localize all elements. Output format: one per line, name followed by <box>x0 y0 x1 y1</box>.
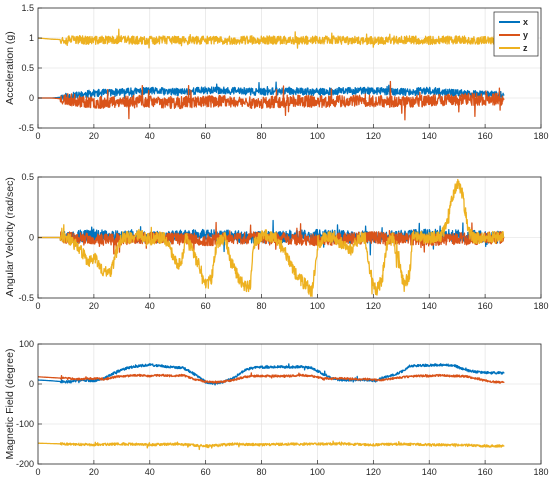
angular-velocity-x-tick-label: 20 <box>89 301 99 311</box>
acceleration-series-y <box>37 80 505 121</box>
magnetic-field-x-ticks: 0 20 40 60 80 100 120 140 160 180 <box>35 460 549 477</box>
acceleration-x-tick-label: 60 <box>201 131 211 141</box>
magnetic-field-y-axis-label: Magnetic Field (degree) <box>4 349 16 460</box>
magnetic-field-x-tick-label: 160 <box>478 467 493 477</box>
panel-angular-velocity: 0 20 40 60 80 100 120 140 160 180 -0.500.5 Angula… <box>4 172 549 311</box>
angular-velocity-y-tick-label: 0.5 <box>21 172 34 182</box>
acceleration-grid <box>38 8 541 128</box>
magnetic-field-series-x <box>37 363 505 386</box>
angular-velocity-y-ticks: -0.5 0 0.5 <box>18 172 42 303</box>
angular-velocity-x-tick-label: 160 <box>478 301 493 311</box>
angular-velocity-x-tick-label: 180 <box>533 301 548 311</box>
legend-label-x: x <box>523 17 528 27</box>
acceleration-y-tick-label: 0 <box>29 93 34 103</box>
legend: x y z <box>493 11 539 57</box>
angular-velocity-x-tick-label: 100 <box>310 301 325 311</box>
acceleration-x-tick-label: 20 <box>89 131 99 141</box>
angular-velocity-x-ticks: 0 20 40 60 80 100 120 140 160 180 <box>35 294 549 311</box>
magnetic-field-x-tick-label: 120 <box>366 467 381 477</box>
acceleration-y-tick-label: -0.5 <box>18 123 34 133</box>
magnetic-field-x-tick-label: 80 <box>257 467 267 477</box>
angular-velocity-x-tick-label: 40 <box>145 301 155 311</box>
panel-acceleration: 0 20 40 60 80 100 120 140 160 180 -0.500.511.5 Ac… <box>4 3 549 141</box>
angular-velocity-x-tick-label: 80 <box>257 301 267 311</box>
acceleration-lines <box>37 28 505 121</box>
magnetic-field-lines <box>37 363 505 451</box>
magnetic-field-x-tick-label: 20 <box>89 467 99 477</box>
acceleration-series-z <box>37 28 505 49</box>
acceleration-x-tick-label: 0 <box>35 131 40 141</box>
magnetic-field-x-tick-label: 0 <box>35 467 40 477</box>
magnetic-field-axes-box <box>37 343 542 465</box>
magnetic-field-series-z <box>37 440 505 451</box>
angular-velocity-x-tick-label: 140 <box>422 301 437 311</box>
acceleration-x-tick-label: 160 <box>478 131 493 141</box>
magnetic-field-y-tick-label: -100 <box>16 419 34 429</box>
acceleration-x-tick-label: 140 <box>422 131 437 141</box>
magnetic-field-x-tick-label: 40 <box>145 467 155 477</box>
acceleration-x-tick-label: 40 <box>145 131 155 141</box>
acceleration-y-axis-label: Acceleration (g) <box>4 31 16 105</box>
magnetic-field-x-tick-label: 140 <box>422 467 437 477</box>
magnetic-field-x-tick-label: 60 <box>201 467 211 477</box>
angular-velocity-x-tick-label: 60 <box>201 301 211 311</box>
angular-velocity-y-tick-label: -0.5 <box>18 293 34 303</box>
acceleration-y-ticks: -0.5 0 0.5 1 1.5 <box>18 3 42 133</box>
magnetic-field-series-y <box>37 372 505 385</box>
angular-velocity-x-tick-label: 0 <box>35 301 40 311</box>
angular-velocity-lines <box>37 178 505 297</box>
acceleration-x-tick-label: 80 <box>257 131 267 141</box>
acceleration-x-ticks: 0 20 40 60 80 100 120 140 160 180 <box>35 124 549 141</box>
acceleration-x-tick-label: 120 <box>366 131 381 141</box>
magnetic-field-y-tick-label: -200 <box>16 459 34 469</box>
magnetic-field-y-tick-label: 0 <box>29 379 34 389</box>
acceleration-x-tick-label: 180 <box>533 131 548 141</box>
acceleration-y-tick-label: 0.5 <box>21 63 34 73</box>
acceleration-series-x <box>37 81 505 107</box>
legend-label-y: y <box>523 30 528 40</box>
acceleration-y-tick-label: 1.5 <box>21 3 34 13</box>
legend-label-z: z <box>523 43 528 53</box>
angular-velocity-y-tick-label: 0 <box>29 233 34 243</box>
panel-magnetic-field: 0 20 40 60 80 100 120 140 160 180 -200 -100 0 100 Ma… <box>4 339 549 477</box>
angular-velocity-y-axis-label: Angular Velocity (rad/sec) <box>4 177 16 297</box>
magnetic-field-x-tick-label: 100 <box>310 467 325 477</box>
acceleration-y-tick-label: 1 <box>29 33 34 43</box>
angular-velocity-x-tick-label: 120 <box>366 301 381 311</box>
angular-velocity-series-z <box>37 178 505 297</box>
magnetic-field-y-ticks: -200 -100 0 100 <box>16 339 42 469</box>
magnetic-field-x-tick-label: 180 <box>533 467 548 477</box>
acceleration-x-tick-label: 100 <box>310 131 325 141</box>
magnetic-field-y-tick-label: 100 <box>19 339 34 349</box>
